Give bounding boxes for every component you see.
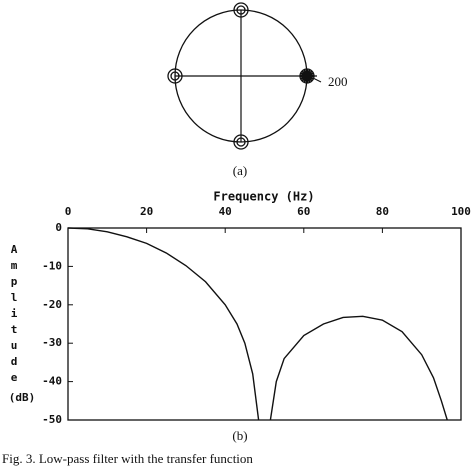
annotation-leader xyxy=(312,77,322,83)
zero-marker xyxy=(167,68,183,84)
y-tick-label: 0 xyxy=(55,221,62,234)
plot-frame xyxy=(67,227,462,421)
x-tick-label: 60 xyxy=(297,205,310,218)
y-axis-label: Amplitude xyxy=(8,243,21,387)
x-tick-label: 0 xyxy=(65,205,72,218)
zero-ring xyxy=(167,68,183,84)
zero-ring xyxy=(236,5,246,15)
caption-b: (b) xyxy=(232,428,247,443)
y-tick-label: -50 xyxy=(42,413,62,426)
zero-ring xyxy=(233,134,249,150)
zero-marker xyxy=(233,2,249,18)
x-axis-label: Frequency (Hz) xyxy=(213,190,314,204)
annotation: 200 xyxy=(328,74,348,89)
pole-marker xyxy=(300,69,314,83)
y-tick-label: -30 xyxy=(42,336,62,349)
x-tick-label: 40 xyxy=(219,205,232,218)
y-tick-label: -40 xyxy=(42,375,62,388)
y-tick-label: -10 xyxy=(42,259,62,272)
figure-caption: Fig. 3. Low-pass filter with the transfe… xyxy=(2,451,253,466)
zero-marker xyxy=(233,134,249,150)
x-tick-label: 80 xyxy=(376,205,389,218)
caption-a: (a) xyxy=(233,163,247,178)
x-tick-label: 100 xyxy=(451,205,471,218)
y-tick-label: -20 xyxy=(42,298,62,311)
response-curve xyxy=(67,227,448,421)
y-axis-unit: (dB) xyxy=(9,391,36,404)
zero-ring xyxy=(236,137,246,147)
zero-ring xyxy=(170,71,180,81)
zero-ring xyxy=(233,2,249,18)
x-tick-label: 20 xyxy=(140,205,153,218)
